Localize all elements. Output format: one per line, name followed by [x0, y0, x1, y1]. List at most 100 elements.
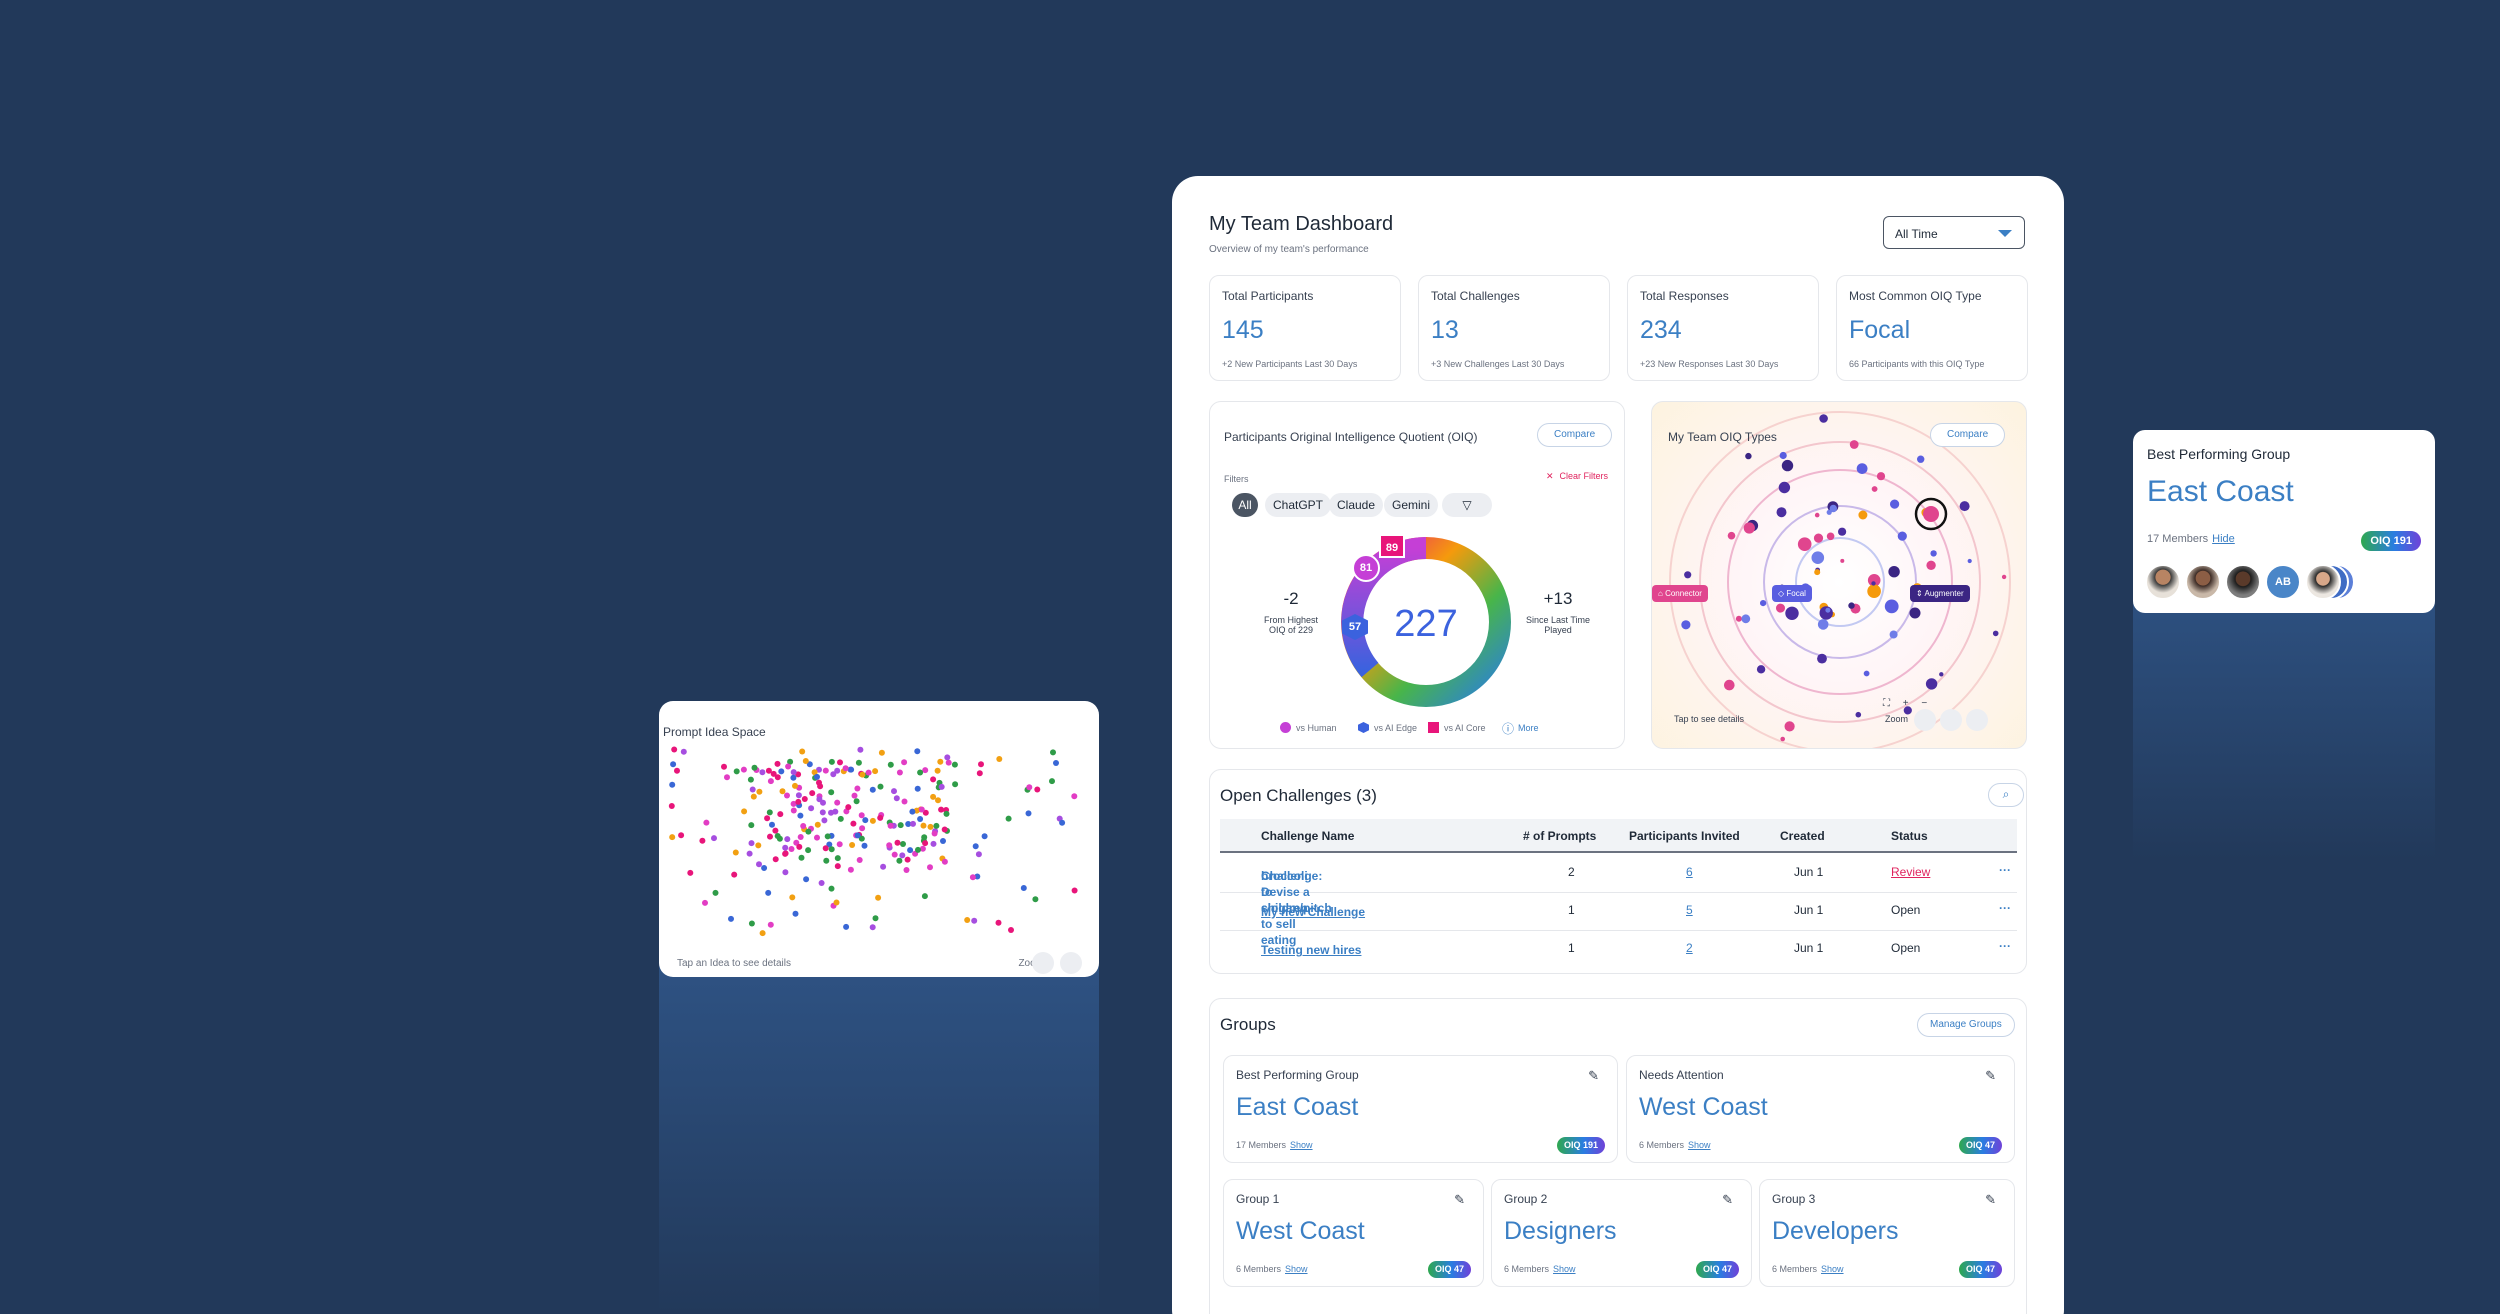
idea-point[interactable] — [756, 788, 763, 795]
idea-point[interactable] — [820, 799, 826, 806]
idea-point[interactable] — [749, 786, 756, 793]
zoom-in-button[interactable] — [1060, 952, 1082, 974]
idea-point[interactable] — [680, 748, 687, 755]
idea-point[interactable] — [816, 779, 822, 786]
selected-bubble-ring[interactable] — [1914, 497, 1948, 531]
idea-point[interactable] — [964, 917, 971, 923]
avatar-initials[interactable]: AB — [2265, 564, 2301, 600]
idea-point[interactable] — [943, 810, 950, 817]
idea-point[interactable] — [944, 754, 951, 761]
idea-point[interactable] — [834, 799, 841, 806]
type-bubble[interactable] — [1926, 560, 1936, 570]
type-bubble[interactable] — [1889, 630, 1898, 639]
idea-point[interactable] — [814, 773, 820, 780]
idea-point[interactable] — [1050, 749, 1056, 756]
idea-point[interactable] — [978, 761, 984, 768]
idea-point[interactable] — [919, 845, 926, 852]
idea-point[interactable] — [778, 768, 785, 775]
idea-point[interactable] — [792, 782, 798, 789]
type-bubble[interactable] — [2001, 574, 2007, 580]
idea-point[interactable] — [981, 833, 988, 840]
idea-point[interactable] — [1026, 784, 1033, 791]
idea-point[interactable] — [797, 834, 804, 840]
type-bubble[interactable] — [1917, 455, 1925, 463]
type-bubble[interactable] — [1826, 509, 1832, 515]
idea-point[interactable] — [671, 746, 678, 753]
idea-point[interactable] — [747, 776, 754, 783]
idea-point[interactable] — [897, 822, 904, 829]
idea-point[interactable] — [940, 838, 946, 844]
idea-point[interactable] — [854, 785, 861, 792]
idea-point[interactable] — [772, 856, 779, 863]
type-bubble[interactable] — [1819, 606, 1833, 620]
idea-point[interactable] — [894, 839, 901, 846]
type-bubble[interactable] — [1797, 537, 1812, 551]
type-bubble[interactable] — [1735, 615, 1742, 622]
types-zoom-3[interactable] — [1966, 709, 1988, 731]
type-bubble[interactable] — [1855, 711, 1862, 718]
idea-point[interactable] — [921, 834, 928, 841]
idea-point[interactable] — [887, 761, 894, 768]
idea-point[interactable] — [748, 822, 755, 829]
idea-point[interactable] — [930, 840, 937, 847]
idea-point[interactable] — [927, 823, 934, 830]
idea-point[interactable] — [930, 776, 937, 783]
group-card-1[interactable]: Group 1 ✎ West Coast 6 Members Show OIQ 4… — [1223, 1179, 1484, 1287]
type-bubble[interactable] — [1819, 414, 1828, 423]
idea-point[interactable] — [777, 811, 784, 818]
idea-point[interactable] — [669, 834, 676, 841]
type-bubble[interactable] — [1741, 614, 1751, 624]
show-link[interactable]: Show — [1553, 1264, 1576, 1274]
idea-point[interactable] — [1008, 927, 1014, 933]
idea-point[interactable] — [797, 812, 804, 819]
idea-point[interactable] — [975, 851, 982, 858]
idea-point[interactable] — [788, 846, 795, 852]
idea-point[interactable] — [828, 846, 835, 853]
clear-filters-button[interactable]: ✕ Clear Filters — [1546, 471, 1608, 482]
idea-point[interactable] — [891, 788, 897, 795]
idea-point[interactable] — [764, 815, 771, 822]
idea-point[interactable] — [1020, 885, 1027, 891]
idea-point[interactable] — [862, 817, 869, 824]
idea-point[interactable] — [669, 781, 676, 788]
type-bubble[interactable] — [1992, 630, 1999, 637]
idea-point[interactable] — [792, 910, 799, 917]
idea-point[interactable] — [805, 828, 812, 835]
legend-more-link[interactable]: More — [1518, 723, 1539, 733]
idea-point[interactable] — [828, 885, 835, 892]
idea-point[interactable] — [816, 766, 822, 773]
avatar[interactable] — [2185, 564, 2221, 600]
idea-point[interactable] — [1059, 819, 1066, 826]
idea-point[interactable] — [789, 894, 796, 901]
type-bubble[interactable] — [1909, 607, 1921, 619]
idea-point[interactable] — [769, 821, 775, 828]
invited-count[interactable]: 2 — [1686, 941, 1693, 955]
idea-point[interactable] — [759, 930, 766, 937]
time-filter-select[interactable]: All Time — [1883, 216, 2025, 249]
idea-point[interactable] — [687, 869, 694, 876]
type-bubble[interactable] — [1785, 606, 1799, 620]
row-more-icon[interactable]: ··· — [1999, 939, 2011, 953]
idea-point[interactable] — [795, 798, 802, 805]
idea-point[interactable] — [861, 842, 868, 849]
idea-point[interactable] — [927, 864, 933, 871]
table-row[interactable]: Challenge: Devise a slogan/pitch to sell… — [1220, 853, 2017, 947]
idea-point[interactable] — [845, 804, 852, 811]
idea-point[interactable] — [790, 769, 797, 776]
idea-point[interactable] — [901, 798, 908, 805]
type-bubble[interactable] — [1811, 551, 1825, 564]
idea-point[interactable] — [823, 857, 830, 864]
idea-point[interactable] — [945, 759, 952, 766]
oiq-types-chart[interactable] — [1652, 402, 2027, 749]
idea-point[interactable] — [914, 785, 921, 792]
idea-point[interactable] — [833, 899, 840, 906]
type-bubble[interactable] — [1724, 679, 1735, 691]
avatar[interactable] — [2225, 564, 2261, 600]
type-bubble[interactable] — [1681, 620, 1691, 630]
idea-point[interactable] — [893, 795, 900, 802]
idea-point[interactable] — [828, 809, 834, 816]
idea-point[interactable] — [790, 807, 797, 814]
idea-point[interactable] — [770, 770, 777, 777]
idea-point[interactable] — [877, 814, 884, 821]
idea-point[interactable] — [801, 796, 808, 802]
